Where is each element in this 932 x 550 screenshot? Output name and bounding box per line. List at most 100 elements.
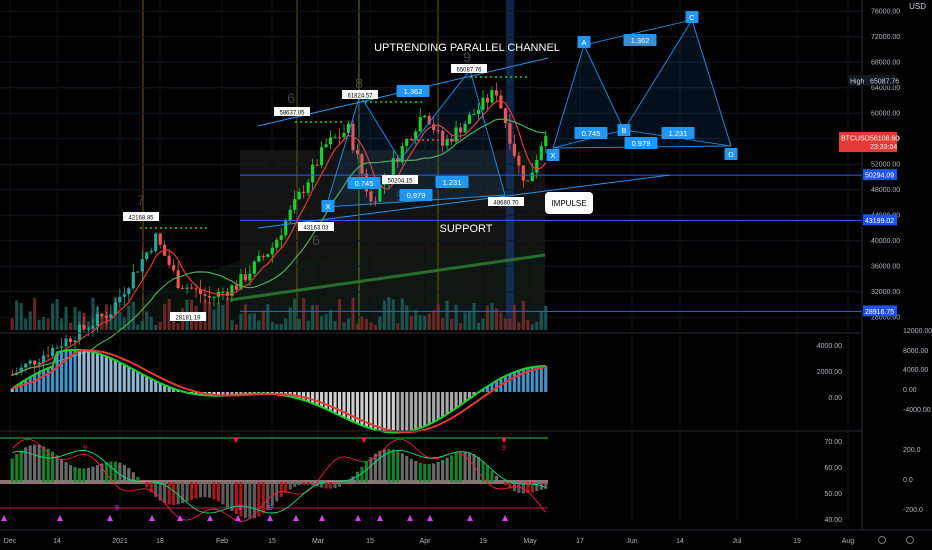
candle-body <box>212 296 216 298</box>
sequential-count: 8 <box>355 75 363 91</box>
candle-body <box>427 115 431 125</box>
macd-histogram-bar <box>400 392 404 433</box>
volume-bar <box>37 319 41 330</box>
last-price-countdown: 23:33:04 <box>870 144 897 151</box>
candle-body <box>521 165 525 181</box>
main-pane <box>50 0 545 330</box>
grid-lines <box>0 0 862 520</box>
macd-right-tick: -4000.00 <box>903 407 931 414</box>
macd-histogram-bar <box>521 369 525 392</box>
candle-body <box>42 355 46 363</box>
time-tick-label: 15 <box>268 538 276 545</box>
candle-body <box>158 233 162 245</box>
oscillator-bar <box>463 451 467 482</box>
volume-bar <box>517 322 521 330</box>
volume-bar <box>28 311 32 330</box>
price-tick-label: 60000.00 <box>871 111 900 118</box>
volume-bar <box>24 318 28 330</box>
candle-body <box>306 182 310 193</box>
volume-bar <box>315 305 319 330</box>
last-price-tag-bg <box>839 132 897 153</box>
macd-histogram-bar <box>37 372 41 392</box>
candle-body <box>445 138 449 146</box>
oscillator-bar <box>158 482 162 501</box>
projected-ratio-label-bg <box>661 127 695 139</box>
candle-body <box>266 254 270 257</box>
pivot-high-label: 42168.85 <box>128 216 154 222</box>
macd-histogram-bar <box>230 392 234 396</box>
candle-body <box>423 115 427 118</box>
oscillator-bar <box>64 462 68 482</box>
pattern-point-b-bg <box>617 124 631 136</box>
volume-bar <box>409 315 413 330</box>
candle-body <box>28 360 32 364</box>
long-ma-line <box>229 253 546 302</box>
oscillator-bar <box>212 482 216 500</box>
candle-body <box>252 261 256 274</box>
volume-bar <box>512 304 516 330</box>
volume-bar <box>485 305 490 330</box>
past-pattern-point-x-bg <box>321 200 335 212</box>
candle-body <box>414 131 418 140</box>
volume-bar <box>311 305 315 330</box>
pivot-high-label: 58637.05 <box>279 111 305 117</box>
volume-bar <box>127 305 131 330</box>
volume-bar <box>297 319 301 330</box>
volume-bar <box>19 303 23 330</box>
candle-body <box>37 362 41 365</box>
volume-bar <box>463 312 467 330</box>
oscillator-bar <box>481 461 485 482</box>
volume-bar <box>472 302 476 330</box>
oscillator-bar <box>387 448 391 482</box>
macd-histogram-bar <box>517 370 521 392</box>
macd-histogram-bar <box>86 351 91 392</box>
pattern-point-b: B <box>621 126 626 135</box>
candle-body <box>131 271 135 289</box>
candle-body <box>167 255 171 266</box>
oscillator-bar <box>530 482 534 493</box>
oscillator-bar <box>328 482 333 489</box>
volume-bar <box>293 298 297 330</box>
volume-bar <box>427 313 431 330</box>
volume-bar <box>234 324 238 330</box>
rsi-left-tick: 70.00 <box>824 439 842 446</box>
volume-bar <box>450 318 454 330</box>
candle-body <box>436 130 440 132</box>
volume-bar <box>481 318 485 330</box>
projected-ratio-label-bg <box>574 127 608 139</box>
oscillator-bar <box>275 482 279 502</box>
candle-body <box>190 287 194 289</box>
macd-right-tick: 4000.00 <box>903 367 928 374</box>
oscillator-bar <box>400 453 404 482</box>
candle-body <box>140 259 144 272</box>
candle-body <box>284 221 288 236</box>
volume-bar <box>355 323 360 330</box>
candle-body <box>405 138 409 147</box>
volume-bar <box>521 300 525 330</box>
macd-histogram-bar <box>131 369 135 392</box>
oscillator-bar <box>521 482 525 494</box>
slow-ma-line <box>12 118 546 376</box>
candle-body <box>459 127 463 133</box>
pivot-high-label: 65087.76 <box>456 68 482 74</box>
candle-body <box>221 291 225 293</box>
volume-bar <box>544 305 548 330</box>
oscillator-bar <box>24 447 28 482</box>
macd-histogram-bar <box>154 381 158 392</box>
candle-body <box>24 363 28 368</box>
candle-body <box>517 155 521 166</box>
macd-histogram-bar <box>432 392 436 423</box>
candle-body <box>109 314 113 318</box>
candle-body <box>369 191 373 202</box>
time-tick-label: Apr <box>420 538 432 545</box>
oscillator-bar <box>351 476 355 482</box>
volume-bar <box>490 302 494 330</box>
macd-histogram-bar <box>216 392 221 396</box>
oscillator-bar <box>19 450 23 482</box>
currency-label: USD <box>909 2 926 11</box>
macd-histogram-bar <box>64 350 68 392</box>
macd-histogram-bar <box>463 392 467 402</box>
macd-histogram-bar <box>351 392 355 422</box>
macd-histogram-bar <box>409 392 413 431</box>
